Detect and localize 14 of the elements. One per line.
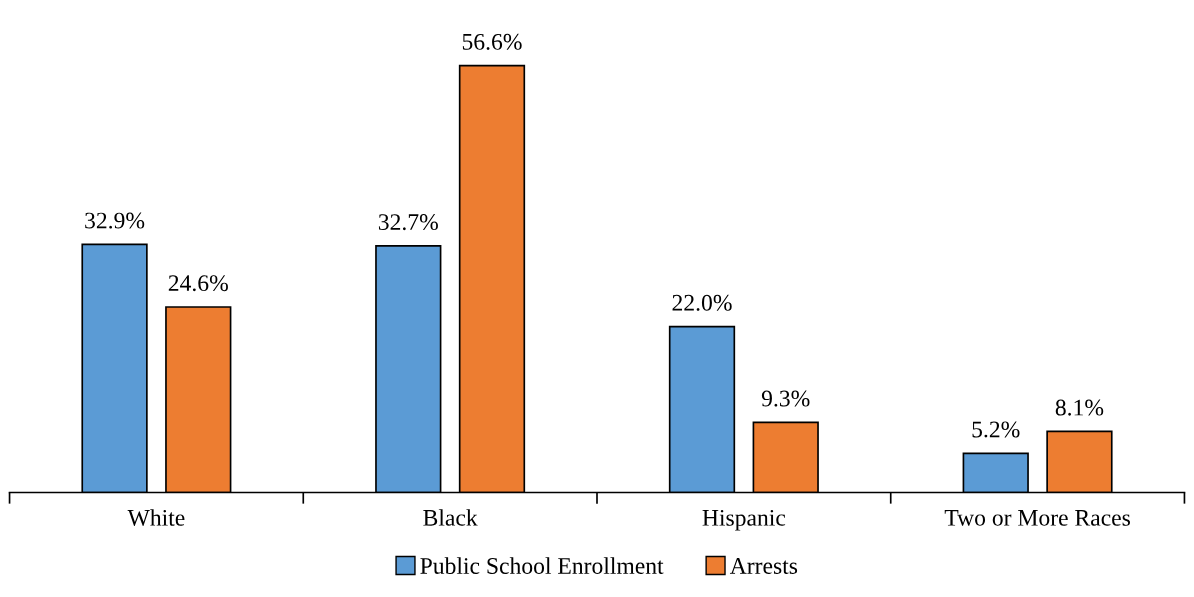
data-label: 9.3% [761, 390, 810, 407]
data-label: 5.2% [972, 421, 1020, 438]
legend-label: Public School Enrollment [420, 557, 664, 574]
data-label: 24.6% [168, 275, 228, 292]
x-tick-label: Black [423, 509, 478, 526]
legend-label: Arrests [729, 558, 798, 574]
data-label: 32.7% [378, 214, 438, 231]
x-tick-label: Two or More Races [944, 510, 1130, 526]
data-label: 32.9% [85, 212, 145, 229]
data-label: 8.1% [1055, 399, 1104, 416]
x-tick-label: Hispanic [702, 509, 786, 531]
x-tick-label: White [127, 509, 185, 526]
data-label: 22.0% [672, 294, 732, 311]
data-label: 56.6% [462, 33, 522, 50]
